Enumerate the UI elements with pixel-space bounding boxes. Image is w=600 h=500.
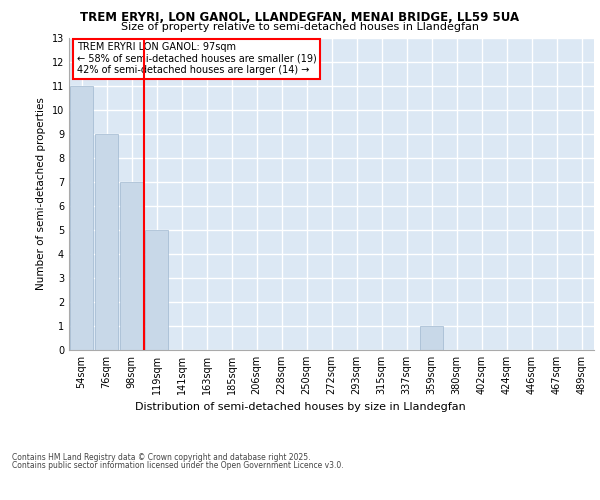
Text: Size of property relative to semi-detached houses in Llandegfan: Size of property relative to semi-detach… — [121, 22, 479, 32]
Text: TREM ERYRI, LON GANOL, LLANDEGFAN, MENAI BRIDGE, LL59 5UA: TREM ERYRI, LON GANOL, LLANDEGFAN, MENAI… — [80, 11, 520, 24]
Text: TREM ERYRI LON GANOL: 97sqm
← 58% of semi-detached houses are smaller (19)
42% o: TREM ERYRI LON GANOL: 97sqm ← 58% of sem… — [77, 42, 317, 76]
Text: Contains public sector information licensed under the Open Government Licence v3: Contains public sector information licen… — [12, 461, 344, 470]
Bar — [145, 230, 168, 350]
Bar — [420, 326, 443, 350]
Bar — [120, 182, 143, 350]
Text: Contains HM Land Registry data © Crown copyright and database right 2025.: Contains HM Land Registry data © Crown c… — [12, 454, 311, 462]
Text: Distribution of semi-detached houses by size in Llandegfan: Distribution of semi-detached houses by … — [134, 402, 466, 412]
Y-axis label: Number of semi-detached properties: Number of semi-detached properties — [36, 98, 46, 290]
Bar — [70, 86, 93, 350]
Bar — [95, 134, 118, 350]
